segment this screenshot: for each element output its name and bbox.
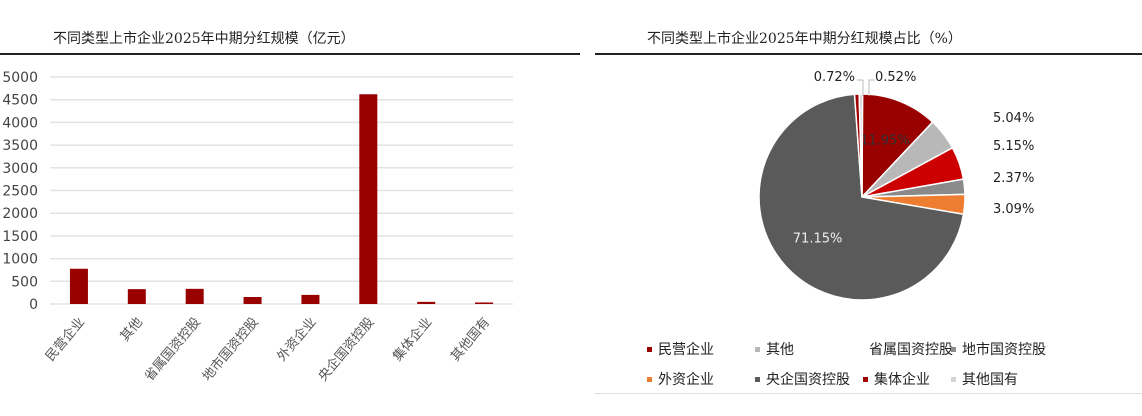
legend-label: 地市国资控股	[962, 342, 1046, 358]
y-tick-label: 3500	[2, 138, 38, 154]
pie-data-label: 0.52%	[875, 70, 916, 85]
x-tick-label: 央企国资控股	[315, 314, 377, 384]
y-tick-label: 4500	[2, 93, 38, 109]
legend-item: 集体企业	[863, 369, 951, 389]
y-tick-label: 500	[11, 274, 38, 290]
bar	[359, 94, 378, 304]
legend-label: 其他国有	[962, 372, 1018, 388]
leader-line	[868, 79, 875, 96]
legend-swatch	[755, 376, 760, 382]
legend-item: 外资企业	[647, 369, 755, 389]
legend-item: 地市国资控股	[951, 339, 1061, 359]
y-tick-label: 2000	[2, 206, 38, 222]
pie-data-label: 2.37%	[993, 171, 1034, 186]
legend-item: 民营企业	[647, 339, 755, 359]
bottom-rule	[595, 393, 1142, 394]
pie-slice	[861, 93, 934, 199]
pie-chart-panel: 不同类型上市企业2025年中期分红规模占比（%） 11.95% 5.04% 5.15…	[595, 0, 1142, 416]
legend-swatch	[647, 346, 652, 352]
legend-item: 央企国资控股	[755, 369, 863, 389]
bar-chart: 0 500 1000 1500 2000 2500 3000 3500 4000 4500 5000…	[2, 70, 513, 384]
bar	[301, 294, 320, 304]
pie-chart: 11.95% 5.04% 5.15% 2.37% 3.09% 71.15% 0.72% 0.5…	[758, 70, 1034, 301]
pie-data-label: 5.15%	[993, 139, 1034, 154]
bar	[185, 288, 204, 304]
x-tick-label: 外资企业	[274, 314, 320, 364]
legend-swatch	[951, 346, 956, 352]
y-tick-label: 2500	[2, 184, 38, 200]
bar-title-rule	[0, 53, 580, 55]
legend-label: 央企国资控股	[766, 372, 850, 388]
y-tick-label: 4000	[2, 115, 38, 131]
y-tick-label: 5000	[2, 70, 38, 86]
legend-label: 省属国资控股	[869, 342, 953, 358]
bar	[69, 268, 88, 304]
pie-slice	[758, 93, 965, 301]
pie-data-label: 11.95%	[860, 133, 910, 148]
bar-chart-panel: 不同类型上市企业2025年中期分红规模（亿元） 0 500 1000 1500 2000…	[0, 31, 580, 384]
pie-title-rule	[595, 53, 1142, 55]
y-tick-label: 1500	[2, 229, 38, 245]
legend-label: 集体企业	[874, 372, 930, 388]
bar	[243, 297, 262, 304]
bar	[127, 289, 146, 304]
bar-chart-title: 不同类型上市企业2025年中期分红规模（亿元）	[53, 31, 355, 47]
legend-swatch	[951, 376, 956, 382]
legend-item: 省属国资控股	[863, 339, 953, 359]
x-tick-label: 省属国资控股	[142, 315, 204, 384]
x-tick-label: 其他	[118, 315, 146, 345]
x-tick-label: 地市国资控股	[199, 314, 261, 384]
legend-label: 其他	[766, 342, 794, 358]
legend-label: 外资企业	[658, 372, 714, 388]
pie-data-label: 71.15%	[793, 231, 843, 246]
x-tick-label: 集体企业	[390, 314, 436, 364]
y-tick-label: 1000	[2, 252, 38, 268]
legend-item: 其他	[755, 339, 863, 359]
pie-data-label: 0.72%	[814, 70, 855, 85]
pie-chart-title: 不同类型上市企业2025年中期分红规模占比（%）	[647, 31, 962, 47]
legend-swatch	[647, 376, 652, 382]
y-tick-label: 3000	[2, 161, 38, 177]
legend-item: 其他国有	[951, 369, 1061, 389]
bar	[417, 301, 436, 304]
legend-swatch	[863, 376, 868, 382]
x-tick-label: 其他国有	[448, 315, 493, 364]
legend-label: 民营企业	[658, 342, 714, 358]
pie-legend: 民营企业 其他 省属国资控股 地市国资控股外资企业 央企国资控股 集体企业 其他国有	[647, 339, 1061, 389]
bar	[475, 302, 494, 304]
legend-swatch	[755, 346, 760, 352]
y-tick-label: 0	[29, 297, 38, 313]
x-tick-label: 民营企业	[42, 314, 88, 364]
leader-line	[857, 79, 864, 96]
pie-data-label: 5.04%	[993, 111, 1034, 126]
pie-data-label: 3.09%	[993, 202, 1034, 217]
